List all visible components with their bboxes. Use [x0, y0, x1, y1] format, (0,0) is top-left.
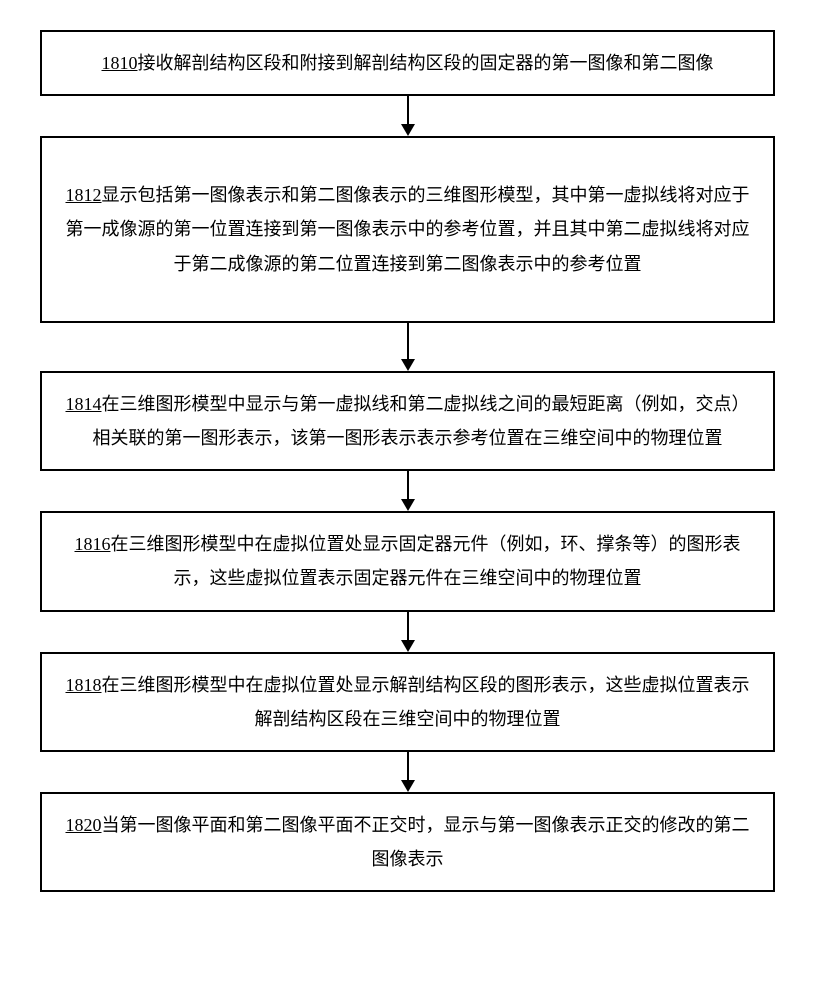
- node-text: 在三维图形模型中在虚拟位置处显示解剖结构区段的图形表示，这些虚拟位置表示解剖结构…: [102, 675, 750, 729]
- node-id: 1818: [66, 675, 102, 695]
- node-text: 当第一图像平面和第二图像平面不正交时，显示与第一图像表示正交的修改的第二图像表示: [102, 815, 750, 869]
- node-id: 1810: [102, 53, 138, 73]
- arrow-head-icon: [401, 780, 415, 792]
- node-id: 1812: [66, 185, 102, 205]
- node-text: 在三维图形模型中在虚拟位置处显示固定器元件（例如，环、撑条等）的图形表示，这些虚…: [111, 534, 741, 588]
- flow-node-1816: 1816在三维图形模型中在虚拟位置处显示固定器元件（例如，环、撑条等）的图形表示…: [40, 511, 775, 611]
- flow-node-1818: 1818在三维图形模型中在虚拟位置处显示解剖结构区段的图形表示，这些虚拟位置表示…: [40, 652, 775, 752]
- flow-node-1810: 1810接收解剖结构区段和附接到解剖结构区段的固定器的第一图像和第二图像: [40, 30, 775, 96]
- node-text: 在三维图形模型中显示与第一虚拟线和第二虚拟线之间的最短距离（例如，交点）相关联的…: [93, 394, 750, 448]
- flowchart-container: 1810接收解剖结构区段和附接到解剖结构区段的固定器的第一图像和第二图像 1812…: [40, 30, 775, 892]
- arrow-head-icon: [401, 359, 415, 371]
- flow-node-1814: 1814在三维图形模型中显示与第一虚拟线和第二虚拟线之间的最短距离（例如，交点）…: [40, 371, 775, 471]
- flow-arrow: [401, 752, 415, 792]
- flow-node-1812: 1812显示包括第一图像表示和第二图像表示的三维图形模型，其中第一虚拟线将对应于…: [40, 136, 775, 323]
- flow-node-1820: 1820当第一图像平面和第二图像平面不正交时，显示与第一图像表示正交的修改的第二…: [40, 792, 775, 892]
- node-id: 1814: [66, 394, 102, 414]
- flow-arrow: [401, 96, 415, 136]
- arrow-head-icon: [401, 640, 415, 652]
- arrow-line: [407, 612, 409, 640]
- arrow-line: [407, 752, 409, 780]
- arrow-line: [407, 96, 409, 124]
- arrow-head-icon: [401, 499, 415, 511]
- flow-arrow: [401, 471, 415, 511]
- node-id: 1820: [66, 815, 102, 835]
- arrow-head-icon: [401, 124, 415, 136]
- node-text: 接收解剖结构区段和附接到解剖结构区段的固定器的第一图像和第二图像: [138, 53, 714, 73]
- flow-arrow: [401, 612, 415, 652]
- arrow-line: [407, 323, 409, 359]
- node-text: 显示包括第一图像表示和第二图像表示的三维图形模型，其中第一虚拟线将对应于第一成像…: [66, 185, 750, 273]
- flow-arrow: [401, 323, 415, 371]
- arrow-line: [407, 471, 409, 499]
- node-id: 1816: [75, 534, 111, 554]
